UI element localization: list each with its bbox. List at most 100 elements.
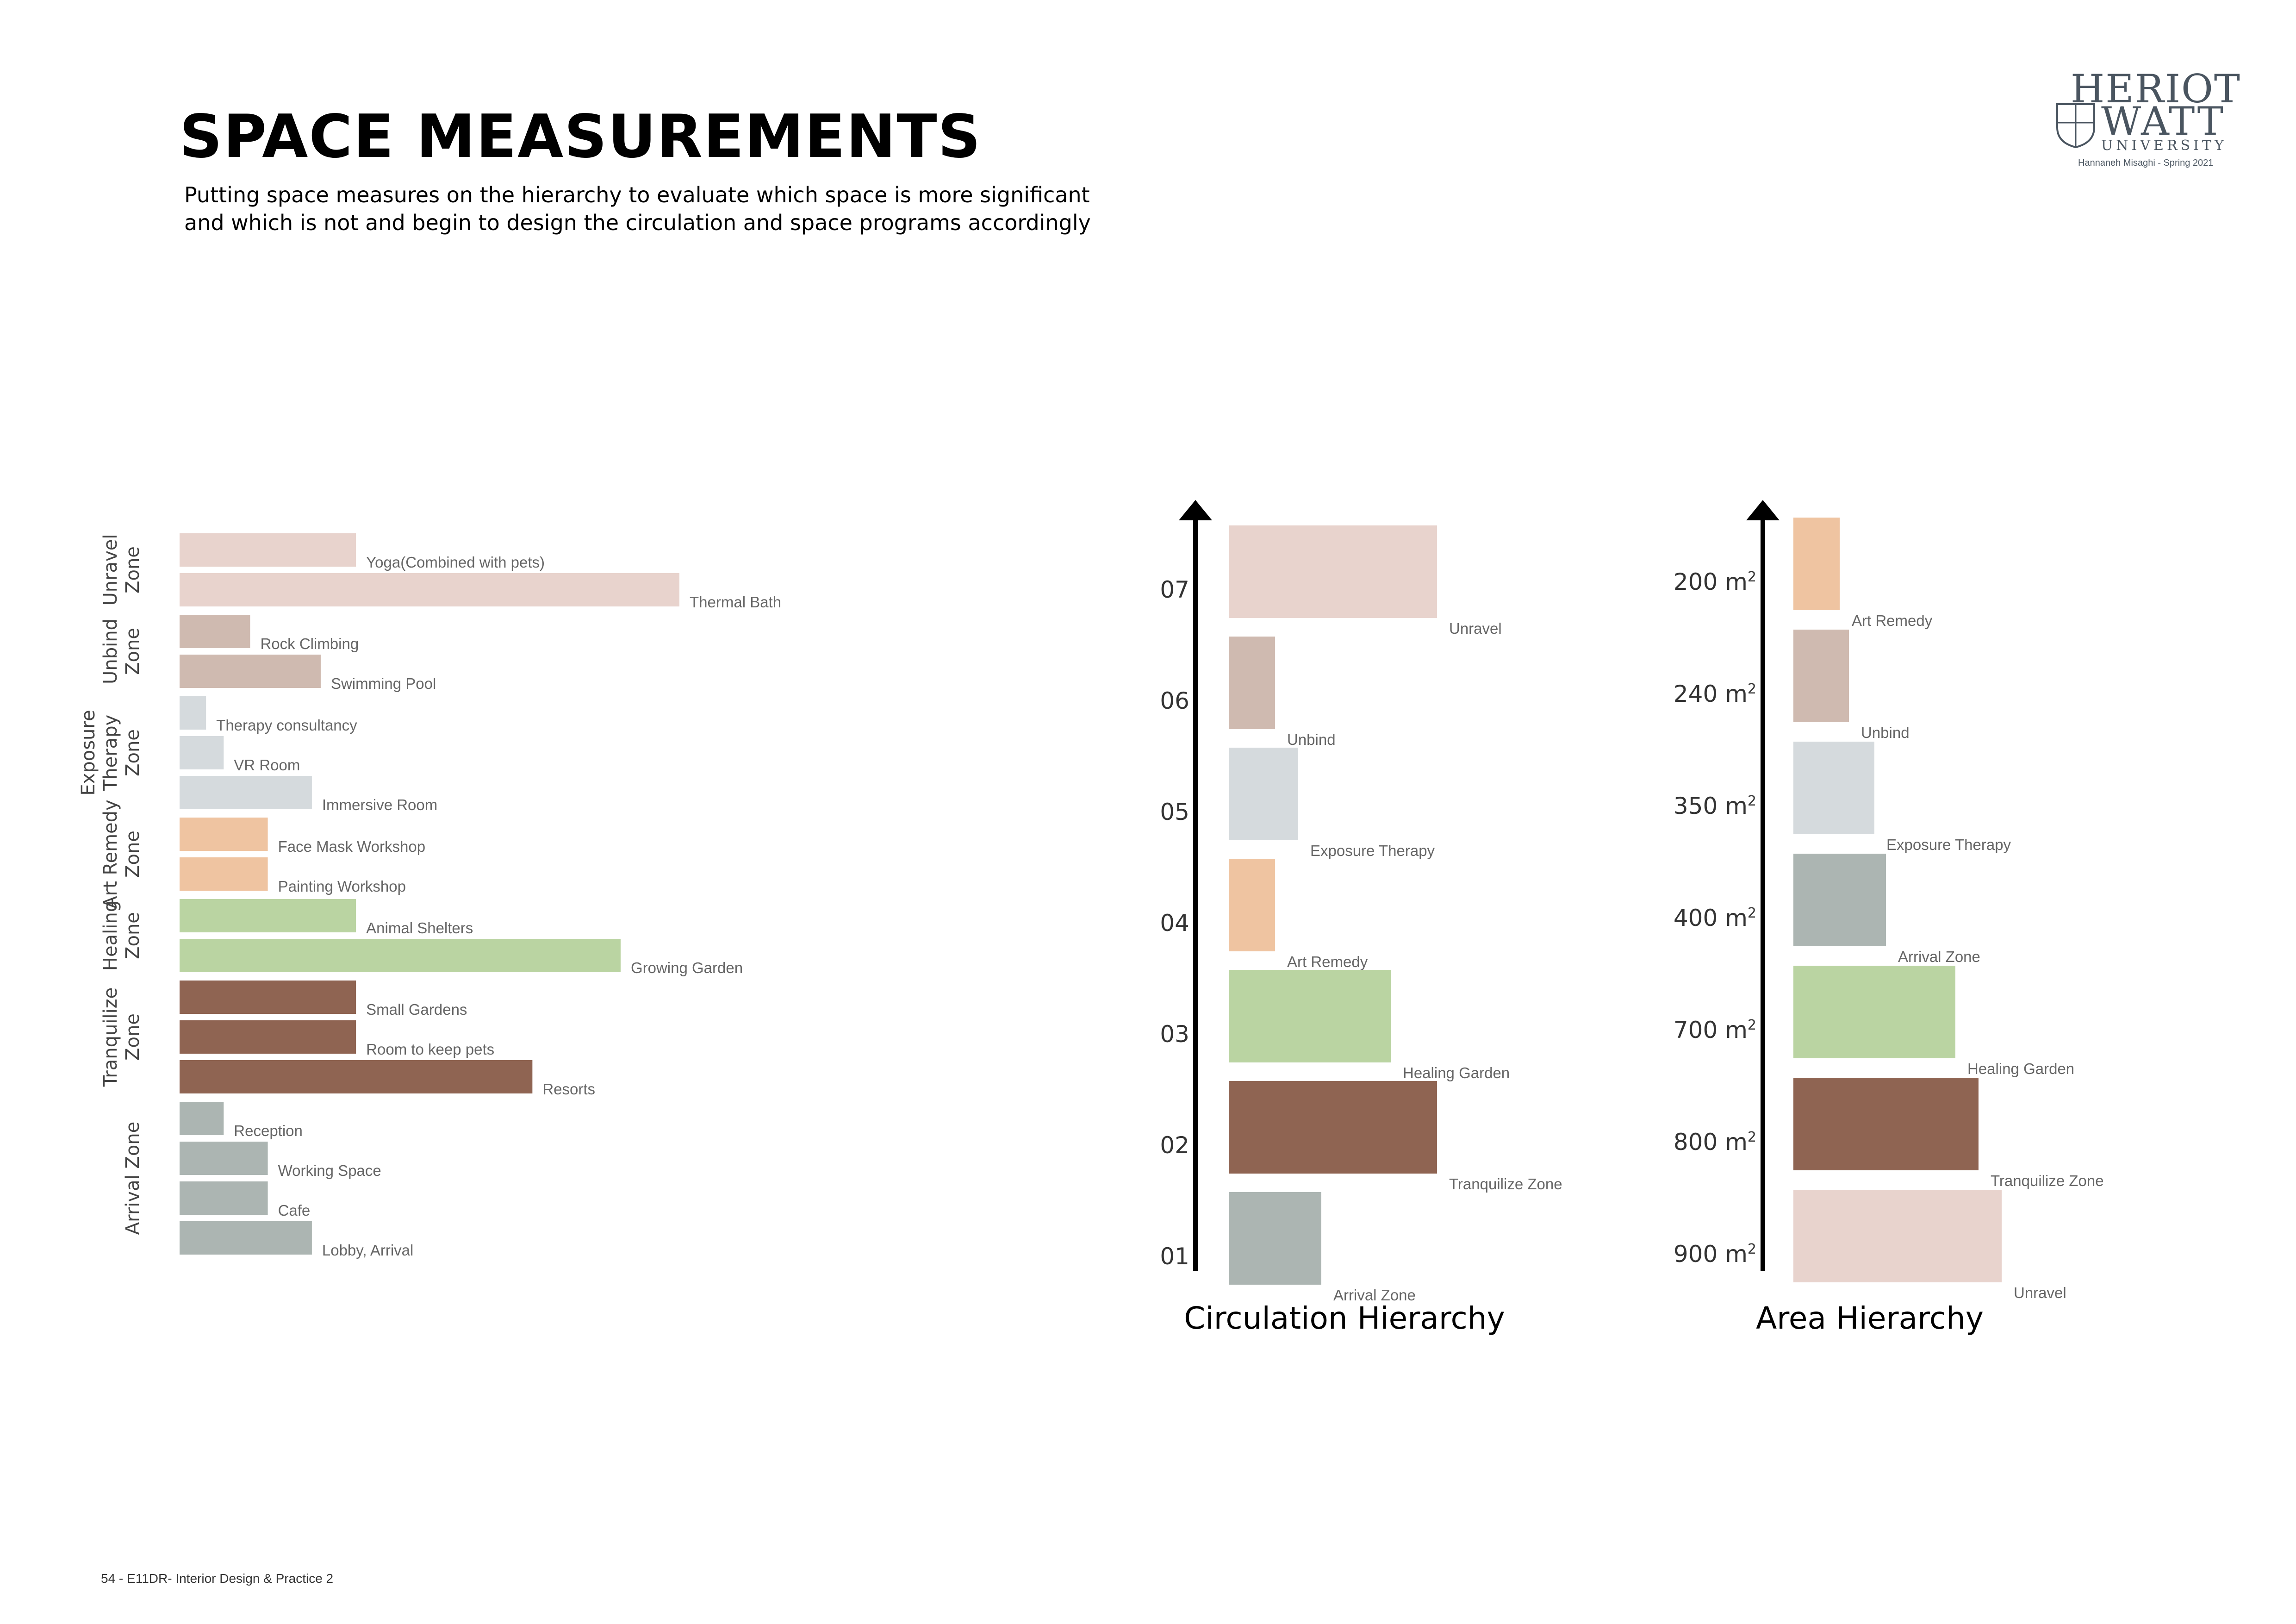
circulation-hierarchy-bar-tranquilize-zone	[1229, 1081, 1437, 1174]
zone-label-exposure-therapy-zone-1: Therapy	[100, 715, 121, 791]
area-hierarchy-bar-art-remedy	[1793, 518, 1840, 610]
subtitle-line-2: and which is not and begin to design the…	[184, 210, 1091, 235]
area-hierarchy-label-exposure-therapy: Exposure Therapy	[1886, 836, 2011, 853]
page-footer: 54 - E11DR- Interior Design & Practice 2	[101, 1571, 334, 1586]
area-hierarchy-tick-700-m: 700 m2	[1674, 1017, 1756, 1043]
bar-label-reception: Reception	[234, 1122, 303, 1139]
bar-immersive-room	[180, 776, 312, 809]
bar-room-to-keep-pets	[180, 1020, 356, 1054]
bar-label-face-mask-workshop: Face Mask Workshop	[278, 838, 426, 855]
bar-label-thermal-bath: Thermal Bath	[690, 593, 781, 611]
bar-label-yoga-combined-with-pets: Yoga(Combined with pets)	[366, 554, 545, 571]
area-hierarchy-chart: Art Remedy 200 m2 Unbind 240 m2 Exposure The…	[1674, 500, 2104, 1336]
area-hierarchy-tick-240-m: 240 m2	[1674, 681, 1756, 707]
bar-label-small-gardens: Small Gardens	[366, 1001, 467, 1018]
zone-label-arrival-zone-0: Arrival Zone	[122, 1122, 143, 1235]
area-hierarchy-bar-exposure-therapy	[1793, 742, 1874, 834]
bar-face-mask-workshop	[180, 818, 268, 851]
area-hierarchy-label-unravel: Unravel	[2014, 1284, 2066, 1301]
area-hierarchy-bar-tranquilize-zone	[1793, 1078, 1979, 1170]
zone-label-tranquilize-zone-0: Tranquilize	[100, 987, 121, 1087]
bar-label-painting-workshop: Painting Workshop	[278, 878, 406, 895]
bar-yoga-combined-with-pets	[180, 533, 356, 567]
zone-label-unbind-zone-1: Zone	[122, 628, 143, 675]
zone-label-art-remedy-zone-1: Zone	[122, 831, 143, 878]
bar-cafe	[180, 1181, 268, 1215]
bar-label-growing-garden: Growing Garden	[631, 959, 743, 976]
bar-label-therapy-consultancy: Therapy consultancy	[216, 717, 357, 734]
circulation-hierarchy-tick-07: 07	[1160, 576, 1189, 603]
bar-label-room-to-keep-pets: Room to keep pets	[366, 1041, 494, 1058]
circulation-hierarchy-bar-exposure-therapy	[1229, 748, 1298, 840]
area-hierarchy-bar-unravel	[1793, 1190, 2002, 1282]
logo-word-heriot: HERIOT	[2071, 66, 2241, 112]
circulation-hierarchy-tick-03: 03	[1160, 1021, 1189, 1048]
zone-label-unravel-zone-1: Zone	[122, 546, 143, 593]
bar-painting-workshop	[180, 857, 268, 891]
area-hierarchy-tick-200-m: 200 m2	[1674, 568, 1756, 595]
circulation-hierarchy-tick-02: 02	[1160, 1132, 1189, 1159]
circulation-hierarchy-label-unravel: Unravel	[1449, 620, 1502, 637]
bar-label-cafe: Cafe	[278, 1202, 311, 1219]
circulation-hierarchy-bar-arrival-zone	[1229, 1192, 1321, 1285]
bar-swimming-pool	[180, 655, 321, 688]
circulation-hierarchy-title: Circulation Hierarchy	[1184, 1300, 1505, 1336]
bar-label-immersive-room: Immersive Room	[322, 796, 437, 813]
circulation-hierarchy-label-art-remedy: Art Remedy	[1287, 953, 1368, 970]
area-hierarchy-label-art-remedy: Art Remedy	[1852, 612, 1933, 629]
bar-small-gardens	[180, 981, 356, 1014]
zone-label-unbind-zone-0: Unbind	[100, 618, 121, 684]
circulation-hierarchy-label-unbind: Unbind	[1287, 731, 1336, 748]
crest-icon	[2056, 103, 2095, 148]
area-hierarchy-bar-healing-garden	[1793, 966, 1955, 1058]
bar-animal-shelters	[180, 899, 356, 932]
circulation-hierarchy-tick-01: 01	[1160, 1243, 1189, 1270]
circulation-hierarchy-bar-healing-garden	[1229, 970, 1391, 1062]
bar-rock-climbing	[180, 615, 250, 648]
circulation-hierarchy-label-tranquilize-zone: Tranquilize Zone	[1449, 1175, 1562, 1193]
bar-thermal-bath	[180, 573, 679, 606]
zone-label-healing-zone-0: Healing	[100, 900, 121, 971]
circulation-hierarchy-bar-unravel	[1229, 525, 1437, 618]
bar-label-vr-room: VR Room	[234, 756, 300, 774]
zone-bar-chart: Yoga(Combined with pets) Thermal Bath Unra…	[78, 533, 781, 1259]
bar-label-lobby-arrival: Lobby, Arrival	[322, 1242, 413, 1259]
university-logo: HERIOT WATT UNIVERSITY Hannaneh Misaghi …	[2055, 69, 2240, 176]
area-hierarchy-label-healing-garden: Healing Garden	[1967, 1060, 2074, 1077]
zone-label-exposure-therapy-zone-0: Exposure	[78, 710, 99, 795]
zone-label-art-remedy-zone-0: Art Remedy	[100, 800, 121, 908]
bar-label-rock-climbing: Rock Climbing	[260, 635, 359, 652]
area-hierarchy-tick-350-m: 350 m2	[1674, 793, 1756, 819]
bar-reception	[180, 1102, 224, 1135]
zone-label-tranquilize-zone-1: Zone	[122, 1013, 143, 1061]
bar-lobby-arrival	[180, 1221, 312, 1255]
bar-vr-room	[180, 736, 224, 769]
area-hierarchy-bar-arrival-zone	[1793, 854, 1886, 946]
bar-growing-garden	[180, 939, 621, 972]
area-hierarchy-label-unbind: Unbind	[1861, 724, 1910, 741]
circulation-hierarchy-tick-05: 05	[1160, 799, 1189, 825]
author-credit: Hannaneh Misaghi - Spring 2021	[2078, 158, 2214, 168]
circulation-hierarchy-tick-04: 04	[1160, 910, 1189, 937]
bar-label-resorts: Resorts	[542, 1081, 595, 1098]
circulation-hierarchy-label-healing-garden: Healing Garden	[1403, 1064, 1510, 1081]
logo-word-university: UNIVERSITY	[2101, 137, 2227, 154]
circulation-hierarchy-label-exposure-therapy: Exposure Therapy	[1310, 842, 1435, 859]
bar-working-space	[180, 1142, 268, 1175]
axis-arrowhead-area-hierarchy	[1746, 500, 1780, 520]
zone-label-healing-zone-1: Zone	[122, 912, 143, 959]
area-hierarchy-bar-unbind	[1793, 630, 1849, 722]
circulation-hierarchy-tick-06: 06	[1160, 687, 1189, 714]
area-hierarchy-label-arrival-zone: Arrival Zone	[1898, 948, 1980, 965]
circulation-hierarchy-bar-unbind	[1229, 637, 1275, 729]
bar-label-working-space: Working Space	[278, 1162, 381, 1179]
subtitle-line-1: Putting space measures on the hierarchy …	[184, 182, 1090, 207]
area-hierarchy-tick-800-m: 800 m2	[1674, 1129, 1756, 1156]
logo-word-watt: WATT	[2101, 99, 2225, 144]
bar-resorts	[180, 1060, 533, 1093]
bar-label-animal-shelters: Animal Shelters	[366, 919, 473, 937]
area-hierarchy-label-tranquilize-zone: Tranquilize Zone	[1991, 1172, 2104, 1189]
axis-arrowhead-circulation-hierarchy	[1179, 500, 1212, 520]
bar-therapy-consultancy	[180, 696, 206, 730]
